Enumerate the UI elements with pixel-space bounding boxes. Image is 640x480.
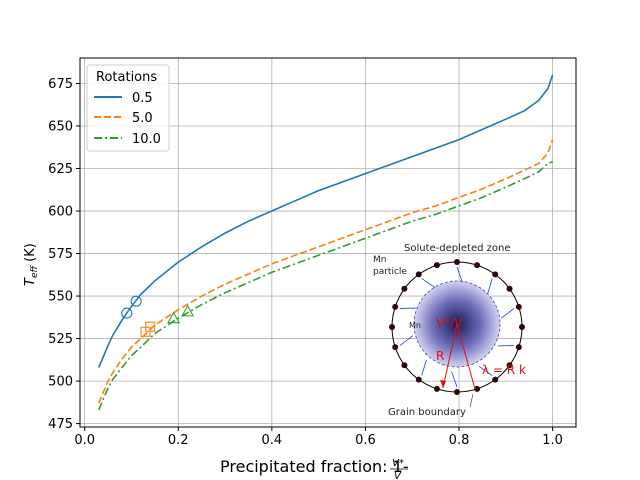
- series-marker-5.0: [145, 321, 156, 332]
- mn-particle-label-line2: particle: [373, 267, 407, 277]
- x-axis-label: Precipitated fraction: 1-: [220, 457, 409, 476]
- x-tick-label: 0.6: [355, 433, 376, 448]
- radius-arrow-head: [440, 380, 446, 388]
- x-tick-label: 1.0: [542, 433, 563, 448]
- mn-particle: [506, 285, 513, 292]
- mn-particle: [492, 376, 499, 383]
- diffusion-arrow: [451, 371, 458, 388]
- volume-ratio-label: V*/V: [436, 316, 463, 330]
- mn-particle: [433, 385, 440, 392]
- series-marker-0.5: [130, 295, 142, 307]
- mn-particles: [389, 259, 525, 395]
- spacing-arrow: [456, 323, 476, 390]
- mn-particle: [454, 389, 460, 395]
- mn-particle: [454, 259, 460, 265]
- plot-frame: [79, 57, 577, 428]
- grain-schematic-inset: V*/V R λ = R k Solute-depleted zone Mn p…: [373, 243, 526, 418]
- x-axis-label-main: Precipitated fraction: 1-: [220, 457, 409, 476]
- x-tick-label: 0.4: [262, 433, 283, 448]
- mn-particle: [401, 285, 408, 292]
- legend-title: Rotations: [96, 70, 157, 85]
- mn-particle: [474, 262, 481, 269]
- x-tick-label: 0.0: [74, 433, 95, 448]
- radius-label: R: [436, 349, 444, 363]
- diffusion-arrow: [421, 359, 427, 376]
- grid-lines: [80, 58, 576, 427]
- diffusion-arrow: [487, 278, 493, 295]
- diffusion-arrow: [478, 365, 493, 376]
- x-axis-label-fraction-numerator: V*: [392, 458, 404, 469]
- mn-particle: [389, 324, 395, 330]
- diffusion-arrow: [421, 278, 436, 289]
- series-marker-10.0: [181, 304, 195, 317]
- lambda-label: λ = R k: [482, 363, 526, 377]
- axis-ticks: 0.0 0.2 0.4 0.6 0.8 1.0 475 500 525 550 575 600 625 6…: [48, 77, 563, 448]
- mn-particle: [433, 262, 440, 269]
- y-tick-label: 500: [48, 375, 73, 390]
- series-line-5.0: [97, 139, 554, 404]
- y-tick-label: 625: [48, 162, 73, 177]
- mn-particle: [392, 344, 399, 351]
- series-line-0.5: [97, 74, 554, 368]
- mn-particle: [515, 344, 522, 351]
- legend-label-0.5: 0.5: [132, 91, 153, 106]
- y-axis-label-main: T: [23, 277, 38, 286]
- series-line-10.0: [97, 160, 553, 411]
- y-tick-label: 550: [48, 290, 73, 305]
- y-tick-label: 650: [48, 120, 73, 135]
- mn-particle-label-line1: Mn: [373, 255, 386, 265]
- mn-particle: [492, 271, 499, 278]
- mn-particle: [474, 385, 481, 392]
- mn-particle: [415, 376, 422, 383]
- diffusion-arrow: [456, 266, 463, 283]
- grain-boundary-pointer: [469, 393, 474, 408]
- diffusion-arrow: [500, 308, 515, 319]
- mn-particle: [401, 362, 408, 369]
- x-axis-label-fraction-denominator: V: [394, 471, 402, 480]
- y-tick-label: 475: [48, 417, 73, 432]
- mn-particle: [506, 362, 513, 369]
- legend: Rotations 0.5 5.0 10.0: [86, 64, 170, 152]
- series-layer: [97, 74, 554, 411]
- y-axis-label: Teff (K): [23, 243, 40, 286]
- mn-particle: [519, 324, 525, 330]
- legend-label-5.0: 5.0: [132, 111, 153, 126]
- mn-particle: [415, 271, 422, 278]
- diffusion-arrow: [399, 335, 414, 346]
- mn-particle: [515, 303, 522, 310]
- solute-zone-label: Solute-depleted zone: [404, 243, 511, 254]
- y-tick-label: 525: [48, 332, 73, 347]
- mn-particle: [392, 303, 399, 310]
- grain-boundary-label: Grain boundary: [388, 407, 466, 418]
- y-axis-label-sub: eff: [30, 265, 40, 279]
- mn-small-label: Mn: [409, 321, 421, 330]
- series-marker-0.5: [121, 307, 133, 319]
- x-tick-label: 0.8: [449, 433, 470, 448]
- y-axis-label-unit: (K): [23, 243, 38, 266]
- x-tick-label: 0.2: [168, 433, 189, 448]
- legend-label-10.0: 10.0: [132, 132, 161, 147]
- radius-arrow: [442, 323, 458, 389]
- y-tick-label: 575: [48, 247, 73, 262]
- diffusion-arrows: [399, 266, 515, 388]
- y-tick-label: 675: [48, 77, 73, 92]
- series-marker-10.0: [167, 311, 181, 324]
- y-tick-label: 600: [48, 205, 73, 220]
- legend-box: [86, 64, 170, 152]
